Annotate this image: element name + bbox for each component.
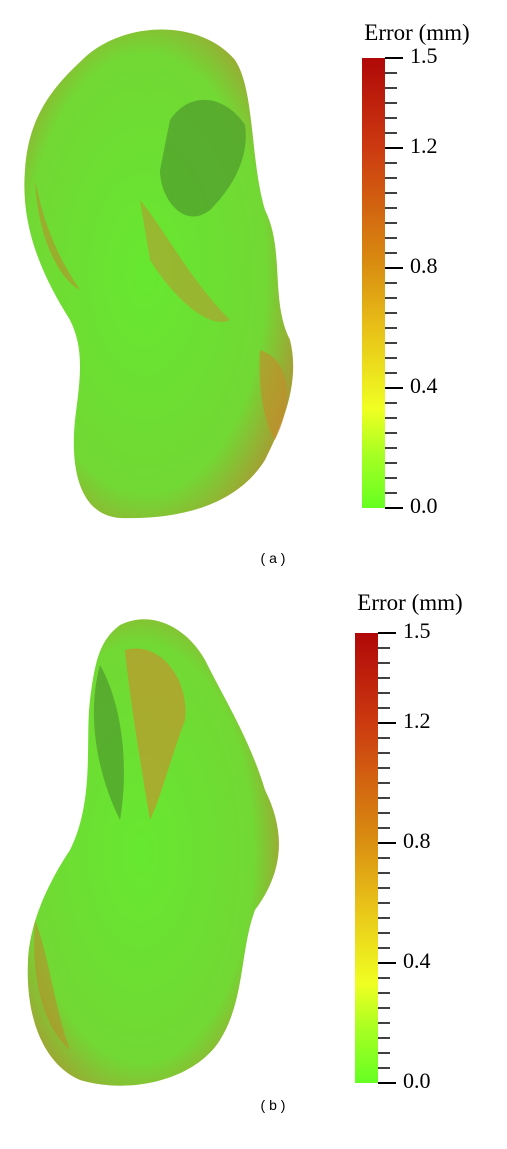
- tick-label: 0.8: [410, 253, 438, 278]
- panel-label: ( b ): [261, 1097, 286, 1113]
- tick-label: 0.8: [403, 828, 431, 853]
- colorbar: [362, 58, 385, 508]
- bone-b: [27, 619, 279, 1086]
- panel-label: ( a ): [261, 550, 286, 566]
- colorbar-title: Error (mm): [364, 20, 469, 45]
- tick-label: 1.2: [410, 133, 438, 158]
- bone-a: [24, 29, 294, 519]
- tick-label: 0.0: [410, 493, 438, 518]
- tick-label: 0.4: [410, 373, 438, 398]
- tick-label: 0.0: [403, 1068, 431, 1093]
- tick-label: 1.2: [403, 708, 431, 733]
- colorbar: [355, 633, 378, 1083]
- tick-label: 0.4: [403, 948, 431, 973]
- tick-label: 1.5: [403, 618, 431, 643]
- tick-label: 1.5: [410, 43, 438, 68]
- colorbar-title: Error (mm): [357, 590, 462, 615]
